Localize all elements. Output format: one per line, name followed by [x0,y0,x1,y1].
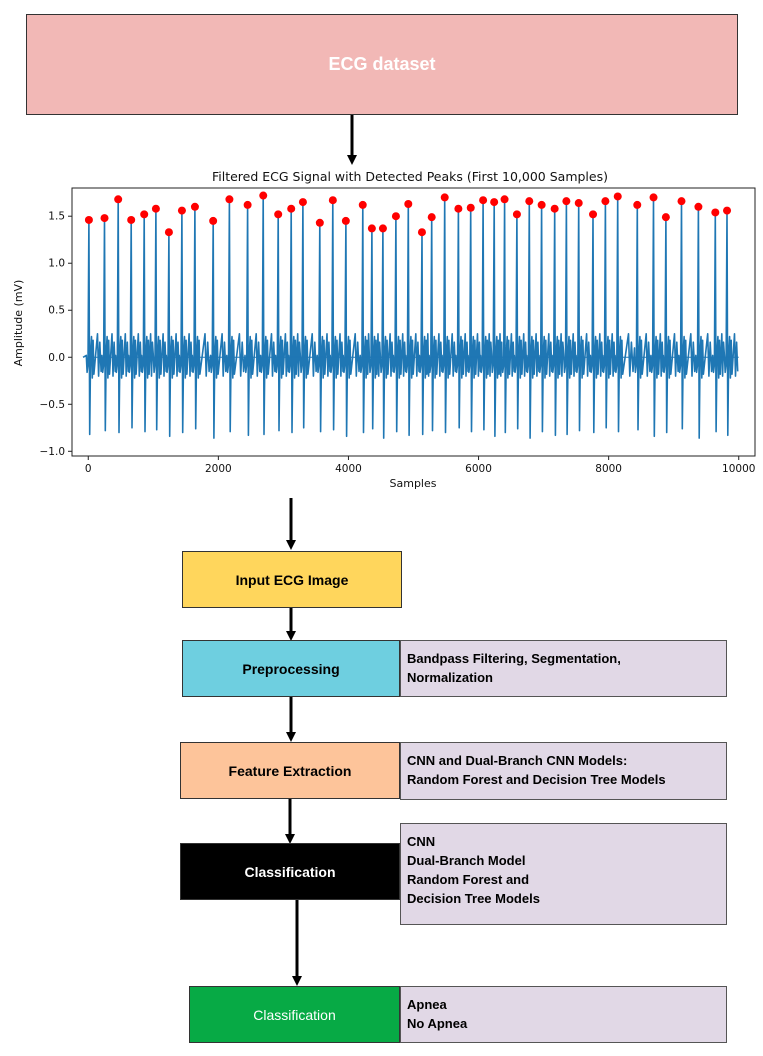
detected-peak-point [633,200,642,209]
detected-peak-point [694,202,703,211]
detected-peak-point [367,224,376,233]
y-tick-label: 1.5 [48,211,65,223]
detected-peak-point [164,228,173,237]
ecg-signal-series [82,194,739,439]
output-classes-note: Apnea No Apnea [400,986,727,1043]
detected-peak-point [479,196,488,205]
detected-peak-point [550,204,559,213]
detected-peak-point [454,204,463,213]
detected-peak-point [209,216,218,225]
detected-peak-point [298,198,307,207]
detected-peak-point [417,228,426,237]
detected-peak-point [427,213,436,222]
detected-peak-point [274,210,283,219]
y-tick-label: 0.5 [48,305,65,317]
plot-frame [71,187,756,457]
x-tick-label: 8000 [595,463,622,475]
detected-peak-point [404,199,413,208]
ecg-dataset-label: ECG dataset [328,54,436,74]
input-ecg-image-box: Input ECG Image [182,551,402,608]
detected-peak-point [259,191,268,200]
detected-peak-point [84,215,93,224]
output-classification-label: Classification [253,1006,336,1023]
detected-peak-point [151,204,160,213]
detected-peak-point [613,192,622,201]
detected-peak-point [177,206,186,215]
detected-peak-point [243,200,252,209]
y-tick-label: 0.0 [48,352,65,364]
chart-title: Filtered ECG Signal with Detected Peaks … [212,169,608,184]
detected-peak-point [225,195,234,204]
feature-extraction-label: Feature Extraction [228,762,352,779]
detected-peak-point [649,193,658,202]
preprocessing-box: Preprocessing [182,640,400,697]
detected-peak-point [466,203,475,212]
detected-peak-point [287,204,296,213]
detected-peak-point [512,210,521,219]
y-tick-label: −1.0 [40,446,66,458]
detected-peak-point [661,213,670,222]
y-tick-label: −0.5 [40,399,66,411]
detected-peak-point [440,193,449,202]
classification-note: CNN Dual-Branch Model Random Forest and … [400,823,727,925]
ecg-dataset-box: ECG dataset [26,14,738,115]
detected-peak-point [537,200,546,209]
classification-label: Classification [244,863,336,880]
preprocessing-note: Bandpass Filtering, Segmentation, Normal… [400,640,727,697]
detected-peak-point [525,197,534,206]
classification-box: Classification [180,843,400,900]
detected-peak-point [391,212,400,221]
preprocessing-label: Preprocessing [242,660,340,677]
x-tick-label: 6000 [465,463,492,475]
detected-peak-point [562,197,571,206]
input-ecg-image-label: Input ECG Image [235,571,349,588]
detected-peaks-series [84,191,732,237]
detected-peak-point [358,200,367,209]
y-tick-label: 1.0 [48,258,65,270]
x-tick-label: 10000 [722,463,755,475]
detected-peak-point [677,197,686,206]
detected-peak-point [328,196,337,205]
x-tick-label: 4000 [335,463,362,475]
detected-peak-point [711,208,720,217]
detected-peak-point [490,198,499,207]
chart-y-axis-label: Amplitude (mV) [12,280,25,367]
detected-peak-point [574,199,583,208]
detected-peak-point [341,216,350,225]
detected-peak-point [723,206,732,215]
feature-extraction-box: Feature Extraction [180,742,400,799]
chart-x-axis-label: Samples [390,477,437,490]
detected-peak-point [589,210,598,219]
detected-peak-point [140,210,149,219]
detected-peak-point [378,224,387,233]
detected-peak-point [601,197,610,206]
detected-peak-point [500,195,509,204]
detected-peak-point [100,214,109,223]
detected-peak-point [114,195,123,204]
ecg-signal-line [82,194,739,439]
detected-peak-point [127,215,136,224]
chart-axes-ticks: 0 2000 4000 6000 8000 10000 −1.0 −0.5 0.0 0.5 1.0 1… [40,211,756,475]
x-tick-label: 0 [85,463,92,475]
x-tick-label: 2000 [205,463,232,475]
detected-peak-point [315,218,324,227]
detected-peak-point [190,202,199,211]
feature-extraction-note: CNN and Dual-Branch CNN Models: Random F… [400,742,727,800]
ecg-chart: Filtered ECG Signal with Detected Peaks … [12,169,756,490]
output-classification-box: Classification [189,986,400,1043]
